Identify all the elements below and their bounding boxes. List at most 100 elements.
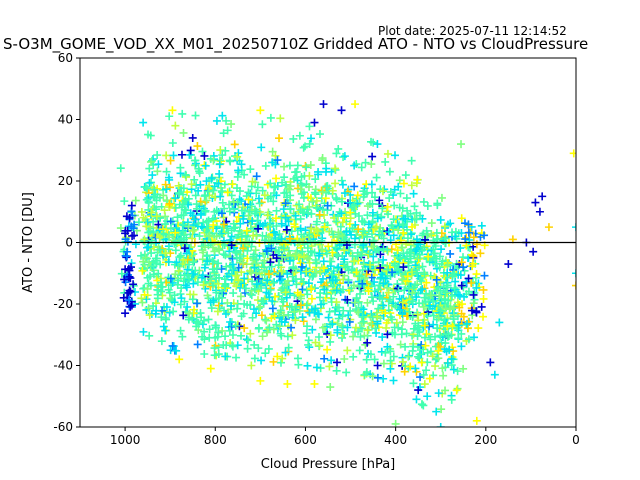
data-point (214, 328, 223, 337)
data-point (399, 214, 408, 223)
data-point (232, 253, 241, 262)
data-point (203, 291, 212, 300)
data-point (237, 232, 246, 241)
data-point (159, 191, 168, 200)
data-point (256, 106, 265, 115)
data-point (374, 265, 383, 274)
data-point (490, 370, 499, 379)
data-point (149, 262, 158, 271)
data-point (390, 323, 399, 332)
data-point (333, 358, 342, 367)
data-point (293, 161, 302, 170)
data-point (413, 268, 422, 277)
data-point (326, 331, 335, 340)
data-point (291, 316, 300, 325)
data-point (247, 361, 256, 370)
data-point (349, 281, 358, 290)
data-point (165, 199, 174, 208)
data-point (414, 386, 423, 395)
data-point (165, 233, 174, 242)
data-point (227, 301, 236, 310)
data-point (288, 331, 297, 340)
data-point (295, 131, 304, 140)
data-point (303, 307, 312, 316)
data-point (472, 308, 481, 317)
data-point (263, 328, 272, 337)
data-point (308, 325, 317, 334)
data-point (395, 305, 404, 314)
data-point (408, 289, 417, 298)
data-point (125, 213, 134, 222)
data-point (142, 222, 151, 231)
data-point (260, 268, 269, 277)
data-point (276, 358, 285, 367)
data-point (486, 358, 495, 367)
data-point (312, 259, 321, 268)
data-point (221, 332, 230, 341)
data-point (437, 193, 446, 202)
data-point (231, 321, 240, 330)
data-point (193, 278, 202, 287)
data-point (145, 331, 154, 340)
data-point (394, 182, 403, 191)
data-point (353, 191, 362, 200)
data-point (159, 230, 168, 239)
data-point (425, 322, 434, 331)
data-point (310, 379, 319, 388)
data-point (218, 326, 227, 335)
data-point (215, 169, 224, 178)
data-point (281, 213, 290, 222)
data-point (139, 327, 148, 336)
data-point (351, 234, 360, 243)
data-point (342, 227, 351, 236)
data-point (191, 191, 200, 200)
data-point (451, 232, 460, 241)
data-point (327, 270, 336, 279)
data-point (358, 217, 367, 226)
data-point (139, 257, 148, 266)
data-point (121, 229, 130, 238)
data-point (210, 351, 219, 360)
data-point (257, 297, 266, 306)
data-point (328, 320, 337, 329)
data-point (318, 156, 327, 165)
data-point (434, 389, 443, 398)
data-point (433, 286, 442, 295)
data-point (398, 357, 407, 366)
data-point (251, 272, 260, 281)
data-point (162, 303, 171, 312)
data-point (305, 308, 314, 317)
data-point (572, 223, 576, 232)
data-point (333, 264, 342, 273)
data-point (191, 111, 200, 120)
data-point (125, 296, 134, 305)
data-point (219, 220, 228, 229)
data-point (299, 317, 308, 326)
data-point (250, 354, 259, 363)
data-point (250, 263, 259, 272)
data-point (334, 232, 343, 241)
data-point (378, 204, 387, 213)
data-point (248, 313, 257, 322)
data-point (342, 368, 351, 377)
data-point (161, 180, 170, 189)
data-point (409, 189, 418, 198)
data-point (383, 330, 392, 339)
data-point (479, 285, 488, 294)
data-point (379, 255, 388, 264)
data-point (177, 284, 186, 293)
data-point (321, 167, 330, 176)
data-point (249, 252, 258, 261)
data-point (246, 329, 255, 338)
data-point (123, 237, 132, 246)
data-point (245, 266, 254, 275)
data-point (346, 306, 355, 315)
data-point (232, 353, 241, 362)
data-point (191, 266, 200, 275)
data-point (403, 234, 412, 243)
data-point (199, 248, 208, 257)
data-point (283, 276, 292, 285)
data-point (306, 161, 315, 170)
data-point (281, 288, 290, 297)
data-point (384, 227, 393, 236)
